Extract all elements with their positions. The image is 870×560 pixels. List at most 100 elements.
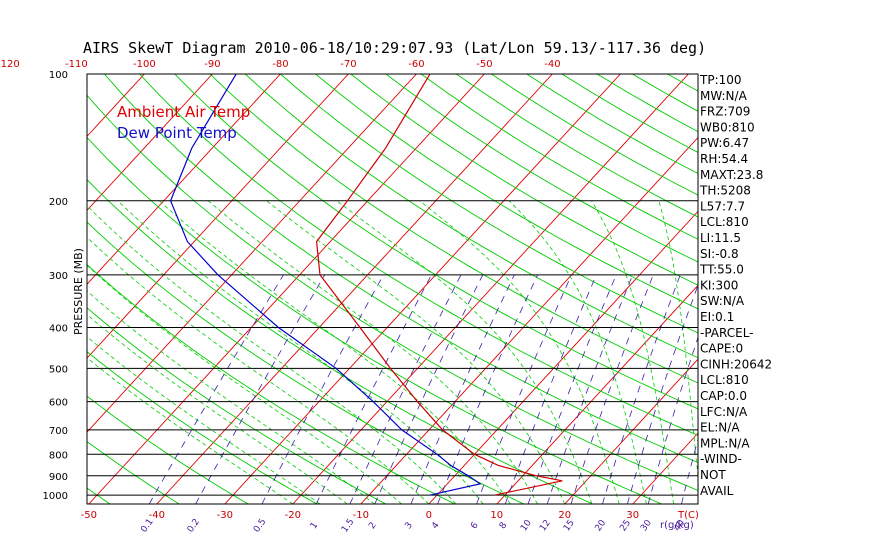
mixing-ratio-tick-label: 8 xyxy=(498,520,510,531)
bottom-temp-tick-label: 10 xyxy=(490,510,503,521)
dry-adiabat-line xyxy=(350,74,698,286)
air-temp-line xyxy=(315,74,563,496)
index-item: CINH:20642 xyxy=(700,357,772,371)
moist-adiabat-line xyxy=(117,200,484,504)
isotherm-line xyxy=(87,74,281,285)
dry-adiabat-line xyxy=(174,74,698,410)
mixing-ratio-line xyxy=(570,274,654,504)
isotherm-line xyxy=(564,358,698,504)
moist-adiabat-line xyxy=(266,200,566,504)
index-item: TH:5208 xyxy=(699,184,751,198)
index-item: LCL:810 xyxy=(700,373,749,387)
mixing-ratio-unit-label: r(g/kg) xyxy=(660,520,694,531)
moist-adiabat-line xyxy=(336,200,593,504)
index-item: -PARCEL- xyxy=(700,326,754,340)
dry-adiabat-line xyxy=(87,221,524,504)
pressure-tick-label: 700 xyxy=(49,426,68,437)
moist-adiabat-line xyxy=(207,200,538,504)
index-item: CAPE:0 xyxy=(700,342,743,356)
legend-air-temp: Ambient Air Temp xyxy=(117,103,250,121)
index-item: TP:100 xyxy=(699,73,742,87)
legend-dew-point: Dew Point Temp xyxy=(117,124,237,142)
pressure-tick-label: 300 xyxy=(49,271,68,282)
pressure-tick-label: 1000 xyxy=(43,491,68,502)
top-temp-tick-label: -90 xyxy=(204,59,220,70)
dry-adiabat-line xyxy=(87,307,387,504)
index-item: MAXT:23.8 xyxy=(700,168,763,182)
index-item: WB0:810 xyxy=(700,120,755,134)
mixing-ratio-line xyxy=(148,274,284,504)
moist-adiabat-line xyxy=(159,200,511,504)
pressure-lines xyxy=(87,200,698,496)
top-temp-tick-label: -40 xyxy=(544,59,560,70)
index-item: LCL:810 xyxy=(700,215,749,229)
bottom-temp-tick-label: -40 xyxy=(149,510,165,521)
index-item: PW:6.47 xyxy=(700,136,749,150)
moist-adiabat-line xyxy=(419,200,620,504)
moist-adiabat-line xyxy=(87,290,375,504)
isotherm-line xyxy=(292,74,689,504)
mixing-ratio-tick-label: 4 xyxy=(430,520,442,531)
bottom-temp-tick-labels: -50 -40 -30 -20 -10 0 10 20 30 xyxy=(81,510,640,521)
dry-adiabat-line xyxy=(104,74,698,464)
index-item: AVAIL xyxy=(700,484,734,498)
bottom-temp-tick-label: 30 xyxy=(626,510,639,521)
index-item: NOT xyxy=(700,468,726,482)
index-item: -WIND- xyxy=(700,452,742,466)
sounding-series xyxy=(169,74,563,496)
dry-adiabat-line xyxy=(244,74,698,359)
index-item: EI:0.1 xyxy=(700,310,734,324)
index-item: L57:7.7 xyxy=(700,199,745,213)
bottom-temp-unit-label: T(C) xyxy=(677,510,699,521)
bottom-temp-tick-label: -20 xyxy=(285,510,301,521)
dry-adiabat-line xyxy=(139,74,698,436)
y-axis-label: PRESSURE (MB) xyxy=(72,248,85,335)
top-temp-tick-label: -50 xyxy=(476,59,492,70)
mixing-ratio-line xyxy=(349,274,462,504)
top-temp-tick-label: -70 xyxy=(340,59,356,70)
top-temp-tick-labels: -120 -110 -100 -90 -80 -70 -60 -50 -40 xyxy=(0,59,561,70)
index-item: TT:55.0 xyxy=(699,263,744,277)
isotherm-line xyxy=(87,74,213,211)
moist-adiabat-lines xyxy=(87,200,698,504)
mixing-ratio-line xyxy=(627,284,698,504)
index-item: RH:54.4 xyxy=(700,152,748,166)
dry-adiabat-line xyxy=(87,136,662,504)
top-temp-tick-label: -120 xyxy=(0,59,20,70)
moist-adiabat-line xyxy=(87,314,348,504)
bottom-temp-tick-label: 20 xyxy=(558,510,571,521)
mixing-ratio-tick-label: 2 xyxy=(367,521,378,531)
dry-adiabat-line xyxy=(87,94,698,491)
index-item: LFC:N/A xyxy=(700,405,748,419)
pressure-tick-label: 400 xyxy=(49,324,68,335)
index-item: FRZ:709 xyxy=(700,105,750,119)
isotherm-lines xyxy=(87,74,698,504)
mixing-ratio-line xyxy=(195,274,326,504)
pressure-tick-label: 500 xyxy=(49,364,68,375)
index-item: CAP:0.0 xyxy=(700,389,747,403)
mixing-ratio-tick-label: 1 xyxy=(309,521,320,531)
mixing-ratio-lines xyxy=(148,274,698,504)
dew-point-line xyxy=(169,74,482,496)
pressure-tick-label: 100 xyxy=(49,70,68,81)
isotherm-line xyxy=(87,74,349,359)
mixing-ratio-tick-label: 6 xyxy=(469,520,481,531)
isotherm-line xyxy=(496,284,698,504)
pressure-tick-labels: 100 200 300 400 500 600 700 800 900 1000 xyxy=(43,70,68,502)
index-item: KI:300 xyxy=(700,278,738,292)
dry-adiabat-line xyxy=(87,351,318,504)
pressure-tick-label: 900 xyxy=(49,472,68,483)
index-item: SI:-0.8 xyxy=(700,247,739,261)
chart-title: AIRS SkewT Diagram 2010-06-18/10:29:07.9… xyxy=(83,39,706,57)
dry-adiabat-line xyxy=(280,74,698,334)
mixing-ratio-line xyxy=(315,274,432,504)
mixing-ratio-tick-label: 3 xyxy=(404,521,415,531)
plot-frame xyxy=(86,73,699,505)
isotherm-line xyxy=(156,74,553,504)
isotherm-line xyxy=(428,210,698,504)
index-item: LI:11.5 xyxy=(700,231,741,245)
legend: Ambient Air Temp Dew Point Temp xyxy=(117,103,250,142)
moist-adiabat-line xyxy=(87,205,457,504)
